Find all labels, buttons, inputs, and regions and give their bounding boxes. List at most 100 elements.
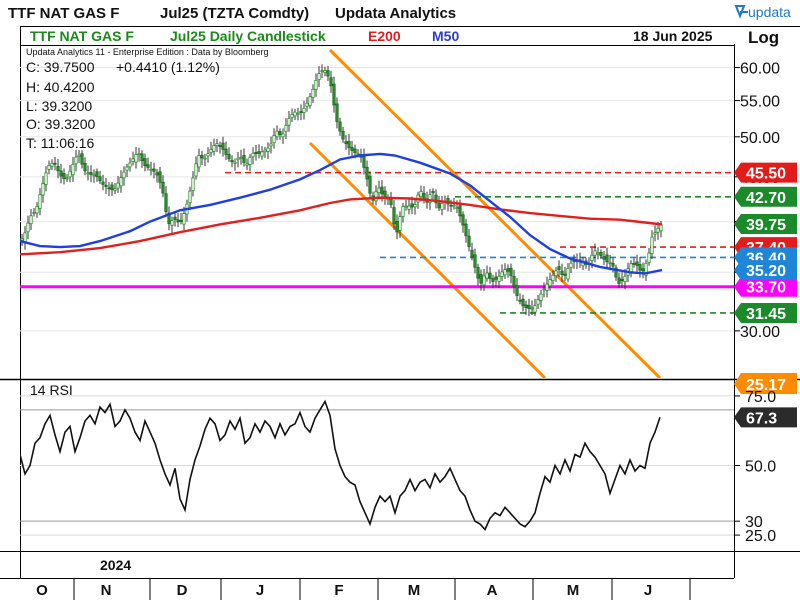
candle-body	[530, 307, 534, 310]
candle-body	[398, 216, 402, 231]
candle-body	[491, 278, 495, 282]
rsi-tick-label: 75.0	[745, 389, 776, 406]
candle-body	[272, 135, 276, 144]
rsi-tick-label: 25.0	[745, 528, 776, 545]
level-tag: 31.45	[734, 302, 797, 323]
month-label: O	[36, 582, 48, 599]
time-value: T: 11:06:16	[26, 135, 94, 151]
candle-body	[593, 250, 597, 256]
candle-body	[335, 103, 339, 122]
candle-body	[311, 88, 315, 98]
open-value: O: 39.3200	[26, 116, 95, 132]
price-tick-label: 55.00	[740, 94, 780, 111]
candle-body	[68, 170, 72, 178]
candle-body	[167, 212, 171, 224]
candle-body	[326, 70, 330, 77]
candle-body	[164, 193, 168, 212]
candle-body	[656, 227, 660, 233]
candle-body	[74, 156, 78, 165]
candle-body	[341, 131, 345, 140]
candle-body	[653, 232, 657, 235]
candle-body	[134, 154, 138, 163]
candle-body	[377, 187, 381, 194]
candle-body	[524, 304, 528, 308]
rsi-title: 14 RSI	[30, 382, 73, 398]
candle-body	[659, 224, 663, 232]
rsi-current-tag-shape	[734, 407, 797, 428]
candle-body	[239, 156, 243, 159]
candle-body	[158, 171, 162, 183]
candle-body	[452, 204, 456, 207]
candle-body	[56, 165, 60, 172]
candle-body	[170, 220, 174, 226]
candle-body	[77, 154, 81, 157]
candle-body	[317, 73, 321, 81]
level-tag-shape	[734, 162, 797, 183]
rsi-current-tag: 67.3	[734, 407, 797, 428]
candle-body	[305, 102, 309, 107]
candle-body	[608, 261, 612, 264]
ema200-label: E200	[368, 28, 401, 44]
candle-body	[602, 256, 606, 260]
candle-body	[95, 171, 99, 177]
month-label: M	[408, 582, 421, 599]
candle-body	[242, 155, 246, 163]
header-contract: Jul25 (TZTA Comdty)	[160, 5, 309, 22]
candle-body	[101, 181, 105, 185]
candle-body	[107, 187, 111, 190]
candle-body	[29, 215, 33, 225]
month-label: N	[101, 582, 112, 599]
candle-body	[539, 293, 543, 301]
candle-body	[554, 270, 558, 277]
candle-body	[515, 285, 519, 296]
candle-body	[44, 172, 48, 185]
candle-body	[299, 111, 303, 113]
candle-body	[647, 252, 651, 263]
level-tag-label: 42.70	[746, 190, 786, 207]
candle-body	[263, 149, 267, 153]
candle-body	[206, 153, 210, 157]
candle-body	[407, 205, 411, 210]
year-label: 2024	[100, 557, 131, 573]
candlesticks	[20, 64, 663, 317]
level-tag: 33.70	[734, 276, 797, 297]
candle-body	[251, 152, 255, 158]
candle-body	[173, 216, 177, 220]
price-tick-label: 30.00	[740, 324, 780, 341]
candle-body	[557, 266, 561, 271]
candle-body	[470, 249, 474, 258]
high-value: H: 40.4200	[26, 79, 95, 95]
candle-body	[431, 190, 435, 194]
candle-body	[200, 154, 204, 159]
candle-body	[479, 274, 483, 284]
candle-body	[254, 151, 258, 155]
candle-body	[509, 267, 513, 277]
price-tag-label: 35.20	[746, 263, 786, 280]
candle-body	[461, 214, 465, 226]
candle-body	[86, 172, 90, 175]
candle-body	[590, 254, 594, 261]
candle-body	[596, 252, 600, 255]
candle-body	[548, 279, 552, 287]
candle-body	[413, 204, 417, 208]
candle-body	[20, 238, 24, 241]
candle-body	[368, 175, 372, 194]
candle-body	[194, 163, 198, 177]
candle-body	[293, 111, 297, 117]
candle-body	[248, 156, 252, 165]
candle-body	[320, 70, 324, 73]
updata-logo-text: updata	[748, 4, 791, 20]
edition-text: Updata Analytics 11 - Enterprise Edition…	[26, 47, 268, 57]
candle-body	[209, 149, 213, 153]
header-vendor: Updata Analytics	[335, 5, 456, 22]
candle-body	[617, 277, 621, 284]
candle-body	[65, 177, 69, 180]
candle-body	[35, 205, 39, 214]
candle-body	[566, 267, 570, 280]
month-label: M	[567, 582, 580, 599]
candle-body	[455, 207, 459, 209]
candle-body	[638, 264, 642, 271]
candle-body	[212, 145, 216, 152]
candle-body	[449, 204, 453, 207]
